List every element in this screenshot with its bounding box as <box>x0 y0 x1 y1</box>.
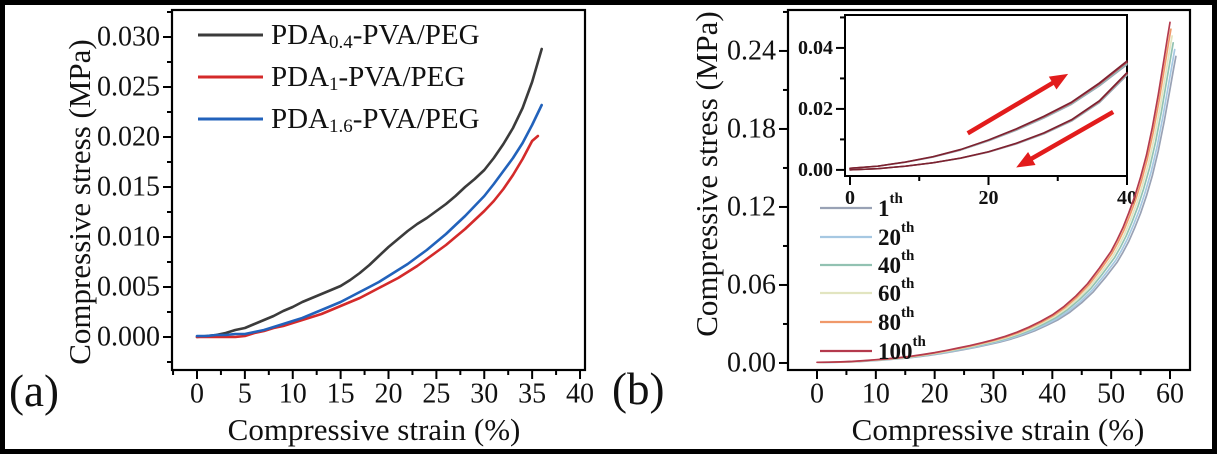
panel-a-y-axis-label: Compressive stress (MPa) <box>62 39 97 365</box>
x-tick-label: 30 <box>470 379 498 410</box>
x-tick-label: 30 <box>980 379 1008 410</box>
panel-a-plot: 0 5 10 15 20 25 30 35 40 0.000 0.005 0.010 0.015 0.02… <box>97 8 594 410</box>
legend-label: 60th <box>878 276 915 306</box>
y-tick-label: 0.04 <box>798 37 833 59</box>
inset-loading-curve <box>849 60 1128 170</box>
y-tick-label: 0.24 <box>727 35 776 66</box>
x-tick-label: 25 <box>422 379 450 410</box>
x-tick-label: 10 <box>279 379 307 410</box>
y-tick-label: 0.02 <box>798 98 833 120</box>
y-tick-label: 0.030 <box>97 22 160 53</box>
series-100th <box>816 21 1171 364</box>
y-tick-label: 0.020 <box>97 122 160 153</box>
x-tick-label: 20 <box>978 187 998 209</box>
x-tick-label: 35 <box>518 379 546 410</box>
inset-unloading-curve <box>849 71 1128 171</box>
panel-a-label: (a) <box>9 366 59 416</box>
y-tick-label: 0.00 <box>798 159 833 181</box>
x-tick-label: 50 <box>1097 379 1125 410</box>
panel-b-plot: 0 10 20 30 40 50 600.000.060.120.180.240 20 400.… <box>727 8 1192 410</box>
x-tick-label: 5 <box>238 379 252 410</box>
x-tick-label: 10 <box>862 379 890 410</box>
x-tick-label: 0 <box>845 187 855 209</box>
legend-label: 80th <box>878 305 915 335</box>
x-tick-label: 20 <box>375 379 403 410</box>
legend-label: PDA1-PVA/PEG <box>271 61 465 95</box>
legend-label: 40th <box>878 248 915 278</box>
x-tick-label: 0 <box>810 379 824 410</box>
arrow-shaft <box>966 77 1060 136</box>
panel-a-x-axis-label: Compressive strain (%) <box>227 412 521 447</box>
unloading-arrow <box>1016 110 1115 168</box>
legend-label: PDA1.6-PVA/PEG <box>271 103 480 137</box>
x-tick-label: 40 <box>1038 379 1066 410</box>
y-tick-label: 0.12 <box>727 191 776 222</box>
y-tick-label: 0.18 <box>727 113 776 144</box>
legend-label: 20th <box>878 220 915 250</box>
panel-b-inset: 0 20 400.000.020.04 <box>798 14 1137 209</box>
legend-label: PDA0.4-PVA/PEG <box>271 19 480 53</box>
arrow-head <box>1016 152 1036 168</box>
arrow-head <box>1048 73 1069 90</box>
legend-label: 100th <box>878 334 926 364</box>
x-tick-label: 20 <box>921 379 949 410</box>
panel-b-y-axis-label: Compressive stress (MPa) <box>689 11 724 337</box>
x-tick-label: 40 <box>566 379 594 410</box>
x-tick-label: 60 <box>1156 379 1184 410</box>
y-tick-label: 0.005 <box>97 272 160 303</box>
y-tick-label: 0.06 <box>727 269 776 300</box>
loading-arrow <box>966 73 1069 136</box>
series-PDA0.4-PVA/PEG <box>195 47 544 339</box>
y-tick-label: 0.010 <box>97 222 160 253</box>
y-tick-label: 0.025 <box>97 72 160 103</box>
panel-b-label: (b) <box>612 364 665 414</box>
y-tick-label: 0.00 <box>727 347 776 378</box>
x-tick-label: 0 <box>190 379 204 410</box>
x-tick-label: 15 <box>327 379 355 410</box>
arrow-shaft <box>1024 110 1115 165</box>
y-tick-label: 0.000 <box>97 322 160 353</box>
legend-label: 1th <box>878 191 903 221</box>
panel-b-x-axis-label: Compressive strain (%) <box>851 412 1145 447</box>
plot-frame <box>170 8 587 372</box>
series-PDA1.6-PVA/PEG <box>195 103 544 338</box>
y-tick-label: 0.015 <box>97 172 160 203</box>
